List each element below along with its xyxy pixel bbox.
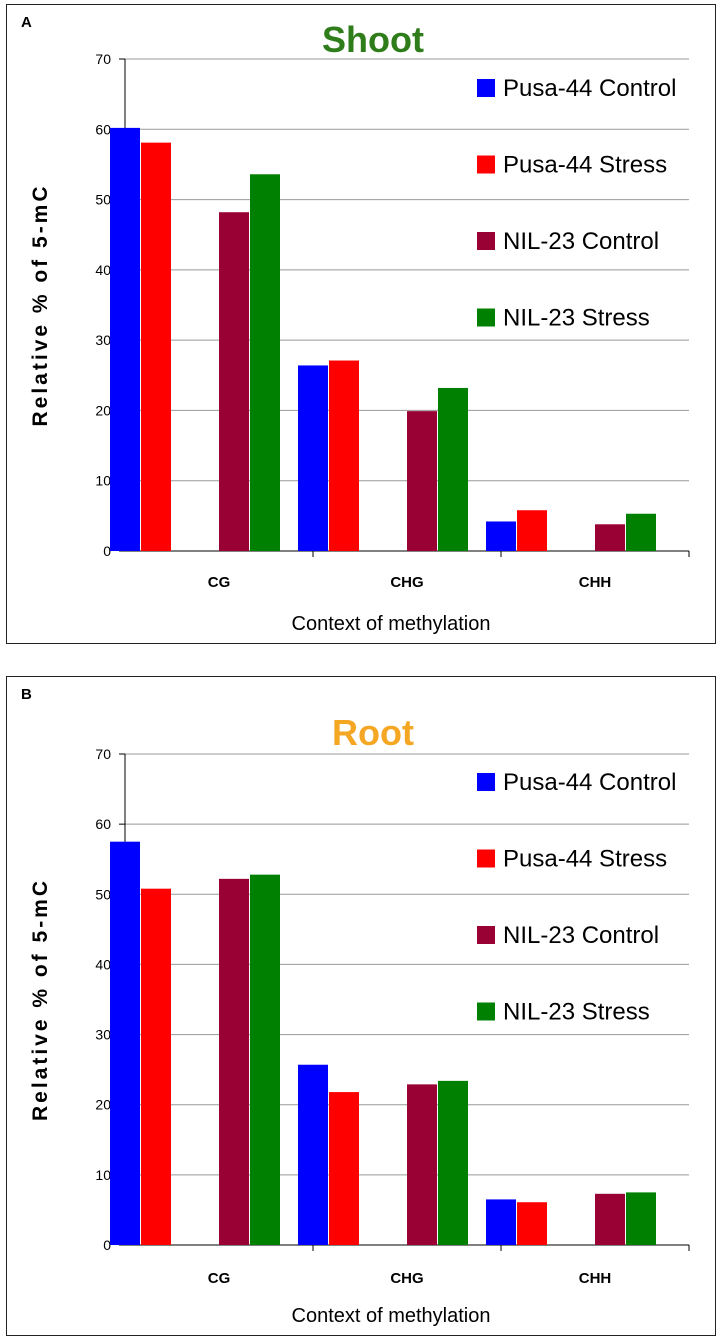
root-ytick-label-20: 20 [95,1097,111,1113]
shoot-bar-chg-nil-23-control [407,411,437,551]
shoot-bar-cg-nil-23-stress [250,174,280,552]
shoot-panel-label: A [21,14,32,31]
shoot-ytick-label-70: 70 [95,51,111,67]
shoot-ytick-label-10: 10 [95,473,111,489]
shoot-bar-cg-nil-23-control [219,212,249,552]
shoot-chart: A Shoot 0 10 20 30 40 50 60 70 CG CHG CHH Pusa-44 Con… [21,14,690,635]
shoot-bar-chg-pusa-44-control [298,365,328,551]
shoot-ytick-label-20: 20 [95,402,111,418]
root-legend-swatch-3 [477,1002,495,1021]
root-legend-label-2: NIL-23 Control [503,922,659,949]
panel-b: B Root 0 10 20 30 40 50 60 70 CG CHG CHH Pusa-44 Cont… [6,676,716,1336]
shoot-y-axis-label: Relative % of 5-mC [29,183,52,426]
root-bar-cg-pusa-44-control [110,841,140,1245]
root-legend-swatch-0 [477,773,495,791]
shoot-ytick-label-60: 60 [95,121,111,137]
root-ytick-label-10: 10 [95,1167,111,1183]
root-legend-label-0: Pusa-44 Control [503,769,676,796]
root-bar-chg-pusa-44-control [298,1064,328,1245]
root-legend-swatch-2 [477,926,495,944]
root-bar-chg-nil-23-control [407,1084,437,1245]
shoot-ytick-label-50: 50 [95,192,111,208]
shoot-legend-label-0: Pusa-44 Control [503,75,676,102]
shoot-legend-swatch-2 [477,232,495,250]
root-ytick-label-30: 30 [95,1027,111,1043]
root-bar-cg-nil-23-control [219,878,249,1245]
root-panel-label: B [21,686,32,703]
root-bar-chh-pusa-44-stress [517,1202,547,1245]
root-ytick-label-40: 40 [95,956,111,972]
root-y-axis-label: Relative % of 5-mC [29,878,52,1121]
shoot-bar-chh-pusa-44-control [486,521,516,551]
shoot-x-axis-label: Context of methylation [292,613,491,635]
shoot-ytick-label-0: 0 [103,543,111,559]
root-bar-cg-nil-23-stress [250,874,280,1245]
shoot-legend-label-2: NIL-23 Control [503,228,659,255]
shoot-ytick-label-40: 40 [95,262,111,278]
shoot-legend-swatch-1 [477,155,495,174]
shoot-legend-label-3: NIL-23 Stress [503,305,650,332]
shoot-bar-chh-pusa-44-stress [517,510,547,551]
shoot-xtick-label-chg: CHG [390,574,423,591]
panel-a: A Shoot 0 10 20 30 40 50 60 70 CG CHG CHH Pusa-44 Con… [6,4,716,644]
shoot-bar-cg-pusa-44-stress [141,142,171,551]
shoot-ytick-label-30: 30 [95,332,111,348]
root-bar-chh-pusa-44-control [486,1199,516,1245]
shoot-chart-title: Shoot [322,19,424,60]
shoot-bar-chh-nil-23-stress [626,513,656,551]
root-bar-cg-pusa-44-stress [141,888,171,1245]
root-chart: B Root 0 10 20 30 40 50 60 70 CG CHG CHH Pusa-44 Cont… [21,686,690,1327]
root-xtick-label-chg: CHG [390,1270,423,1287]
shoot-xtick-label-chh: CHH [579,574,612,591]
shoot-legend-label-1: Pusa-44 Stress [503,152,667,179]
root-ytick-label-60: 60 [95,816,111,832]
shoot-bar-chh-nil-23-control [595,524,625,551]
root-x-axis-label: Context of methylation [292,1305,491,1327]
root-legend-label-3: NIL-23 Stress [503,999,650,1026]
root-bar-chg-nil-23-stress [438,1080,468,1245]
root-legend-label-1: Pusa-44 Stress [503,846,667,873]
shoot-bar-chg-nil-23-stress [438,387,468,551]
shoot-legend-swatch-3 [477,308,495,327]
root-bar-chh-nil-23-stress [626,1192,656,1245]
shoot-xtick-label-cg: CG [208,574,231,591]
shoot-bar-cg-pusa-44-control [110,127,140,551]
root-ytick-label-50: 50 [95,886,111,902]
root-xtick-label-chh: CHH [579,1270,612,1287]
root-xtick-label-cg: CG [208,1270,231,1287]
root-ytick-label-0: 0 [103,1237,111,1253]
shoot-bar-chg-pusa-44-stress [329,360,359,551]
root-bar-chg-pusa-44-stress [329,1092,359,1245]
root-legend-swatch-1 [477,849,495,868]
root-chart-title: Root [332,712,414,753]
root-bar-chh-nil-23-control [595,1193,625,1245]
shoot-legend-swatch-0 [477,79,495,97]
root-ytick-label-70: 70 [95,746,111,762]
